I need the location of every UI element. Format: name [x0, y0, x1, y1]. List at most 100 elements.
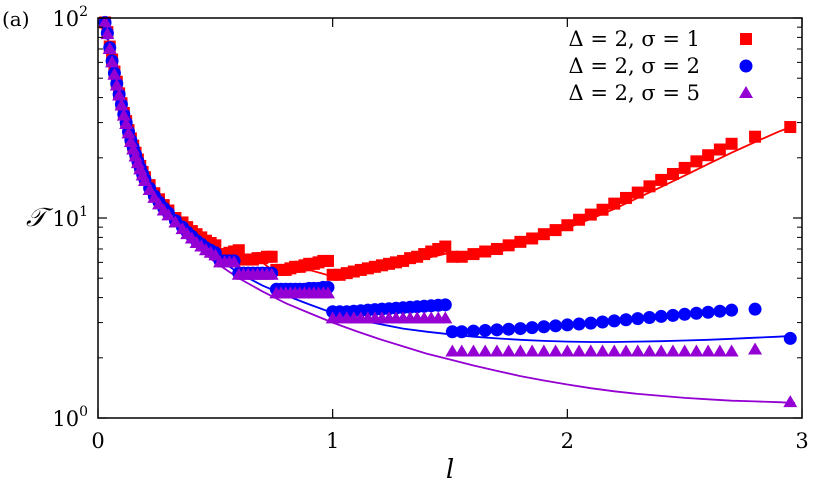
- data-point: [116, 108, 131, 121]
- data-point: [439, 240, 452, 253]
- data-point: [446, 250, 459, 263]
- data-point: [526, 232, 539, 245]
- legend-label: Δ = 2, σ = 2: [569, 54, 700, 78]
- data-point: [654, 309, 668, 323]
- fit-curves: [104, 22, 796, 404]
- data-point: [397, 254, 410, 267]
- data-point: [749, 130, 762, 143]
- data-point: [748, 302, 762, 316]
- data-points: [98, 15, 798, 408]
- data-point: [584, 208, 597, 221]
- legend: Δ = 2, σ = 1 Δ = 2, σ = 2 Δ = 2, σ = 5: [569, 27, 753, 105]
- data-point: [784, 121, 797, 134]
- legend-marker: [739, 59, 753, 73]
- y-tick-label: 101: [52, 204, 88, 231]
- data-point: [438, 311, 453, 324]
- data-point: [573, 213, 586, 226]
- legend-marker: [739, 86, 753, 98]
- data-point: [489, 344, 504, 357]
- panel-label: (a): [2, 7, 30, 31]
- data-point: [537, 228, 550, 241]
- data-point: [466, 324, 480, 338]
- data-point: [109, 78, 124, 91]
- legend-marker: [740, 33, 752, 45]
- data-point: [724, 344, 739, 357]
- data-point: [168, 215, 183, 228]
- data-point: [654, 344, 669, 357]
- data-point: [119, 117, 134, 130]
- x-tick-label: 2: [561, 429, 574, 453]
- data-point: [466, 344, 481, 357]
- data-point: [98, 15, 113, 28]
- data-point: [161, 208, 176, 221]
- data-point: [105, 55, 120, 68]
- data-point: [630, 344, 645, 357]
- data-point: [502, 239, 515, 252]
- data-point: [514, 235, 527, 248]
- data-point: [725, 137, 738, 150]
- data-point: [702, 149, 715, 162]
- data-point: [501, 344, 516, 357]
- data-point: [445, 344, 460, 357]
- data-point: [643, 180, 656, 193]
- data-point: [454, 344, 469, 357]
- data-point: [690, 155, 703, 168]
- data-point: [537, 320, 551, 334]
- data-point: [455, 250, 468, 263]
- x-axis-label: l: [446, 455, 454, 485]
- data-point: [102, 41, 117, 54]
- data-point: [455, 325, 469, 339]
- data-point: [712, 344, 727, 357]
- plot-frame: [97, 17, 803, 419]
- data-point: [619, 344, 633, 357]
- data-point: [620, 191, 632, 204]
- data-point: [583, 344, 598, 357]
- data-point: [619, 313, 633, 327]
- data-point: [748, 342, 763, 355]
- data-point: [478, 323, 492, 337]
- data-point: [665, 344, 680, 357]
- data-point: [490, 242, 503, 255]
- data-point: [560, 318, 574, 332]
- data-point: [572, 317, 586, 331]
- data-point: [536, 344, 551, 357]
- data-point: [467, 248, 480, 261]
- data-point: [107, 67, 122, 80]
- y-tick-label: 102: [52, 4, 88, 31]
- data-point: [112, 88, 127, 101]
- x-tick-label: 3: [795, 429, 808, 453]
- data-point: [227, 255, 242, 268]
- data-point: [666, 308, 680, 322]
- data-point: [701, 305, 715, 319]
- data-point: [549, 224, 562, 237]
- data-point: [689, 306, 703, 320]
- data-point: [666, 167, 679, 180]
- data-point: [631, 312, 645, 326]
- data-point: [513, 322, 527, 336]
- series-3: [98, 15, 798, 408]
- data-point: [321, 254, 334, 267]
- data-point: [265, 250, 278, 263]
- data-point: [513, 344, 528, 357]
- data-point: [549, 319, 563, 333]
- data-point: [114, 98, 129, 111]
- x-tick-label: 0: [91, 429, 104, 453]
- data-point: [525, 321, 539, 335]
- y-tick-exponent: 1: [79, 204, 88, 220]
- data-point: [655, 173, 668, 186]
- data-point: [560, 344, 575, 357]
- data-point: [490, 323, 504, 337]
- data-point: [677, 344, 692, 357]
- y-tick-exponent: 2: [79, 4, 88, 20]
- data-point: [479, 245, 492, 258]
- data-point: [232, 244, 245, 257]
- data-point: [137, 174, 152, 187]
- data-point: [596, 315, 610, 329]
- data-point: [561, 219, 574, 232]
- data-point: [548, 344, 563, 357]
- data-point: [713, 143, 726, 156]
- y-tick-exponent: 0: [79, 404, 88, 420]
- data-point: [642, 344, 657, 357]
